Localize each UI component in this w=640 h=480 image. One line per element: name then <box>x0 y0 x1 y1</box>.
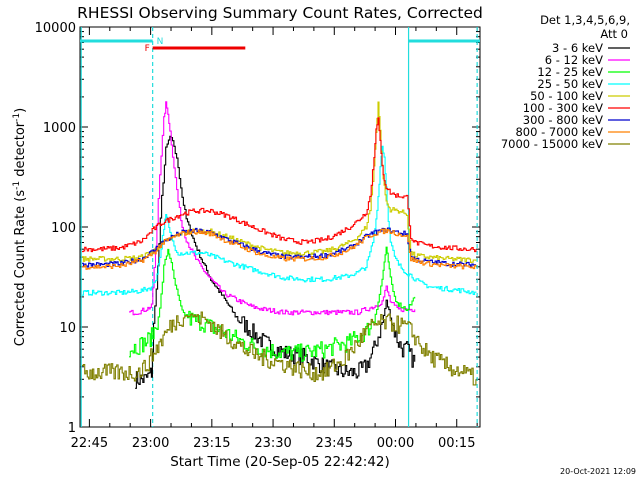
y-axis-label-mid: detector <box>13 121 28 181</box>
x-tick-label: 23:15 <box>193 436 230 451</box>
y-axis-label-sup1: -1 <box>12 181 22 190</box>
chart-title: RHESSI Observing Summary Count Rates, Co… <box>77 4 483 22</box>
series-line-6 <box>82 117 477 253</box>
legend-label: 800 - 7000 keV <box>515 125 603 139</box>
y-axis-label-main: Corrected Count Rate (s <box>13 190 28 347</box>
series-line-8 <box>82 228 477 270</box>
x-axis-label: Start Time (20-Sep-05 22:42:42) <box>170 454 390 470</box>
x-tick-labels: 22:45 23:00 23:15 23:30 23:45 00:00 00:15 <box>71 436 476 451</box>
series-line-4 <box>82 145 477 296</box>
x-tick-label: 22:45 <box>71 436 108 451</box>
night-flag-label: N <box>157 37 164 47</box>
series-line-2 <box>129 101 416 316</box>
legend-label: 7000 - 15000 keV <box>501 137 603 151</box>
legend-header-line-1: Det 1,3,4,5,6,9, <box>540 13 630 27</box>
legend-label: 3 - 6 keV <box>552 41 603 55</box>
x-tick-label: 00:00 <box>377 436 414 451</box>
legend-label: 100 - 300 keV <box>523 101 603 115</box>
legend-label: 300 - 800 keV <box>523 113 603 127</box>
y-tick-label: 10 <box>59 321 76 336</box>
x-tick-label: 23:45 <box>316 436 353 451</box>
x-tick-label: 00:15 <box>438 436 475 451</box>
y-axis-label-sup2: -1 <box>12 113 22 122</box>
y-tick-label: 100 <box>51 221 76 236</box>
y-tick-label: 1000 <box>43 121 76 136</box>
axis-ticks <box>80 27 480 428</box>
y-tick-label: 10000 <box>35 21 76 36</box>
series-line-5 <box>82 101 477 264</box>
x-tick-label: 23:00 <box>132 436 169 451</box>
y-tick-label: 1 <box>68 421 76 436</box>
instrument-flags: NF <box>80 27 480 427</box>
flare-flag-label: F <box>145 44 150 54</box>
series-line-9 <box>82 311 477 386</box>
y-tick-labels: 1 10 100 1000 10000 <box>35 21 76 436</box>
series-line-1 <box>135 135 416 389</box>
plot-frame <box>79 26 481 428</box>
data-series <box>82 101 477 389</box>
y-axis-label-end: ) <box>13 108 28 113</box>
legend-label: 12 - 25 keV <box>537 65 603 79</box>
footer-timestamp: 20-Oct-2021 12:09 <box>560 467 636 476</box>
x-tick-label: 23:30 <box>254 436 291 451</box>
legend-label: 50 - 100 keV <box>530 89 603 103</box>
legend-label: 25 - 50 keV <box>537 77 603 91</box>
legend-header-line-2: Att 0 <box>600 27 628 41</box>
legend-label: 6 - 12 keV <box>545 53 603 67</box>
y-axis-label: Corrected Count Rate (s-1 detector-1) <box>12 108 28 346</box>
series-line-3 <box>129 246 416 362</box>
